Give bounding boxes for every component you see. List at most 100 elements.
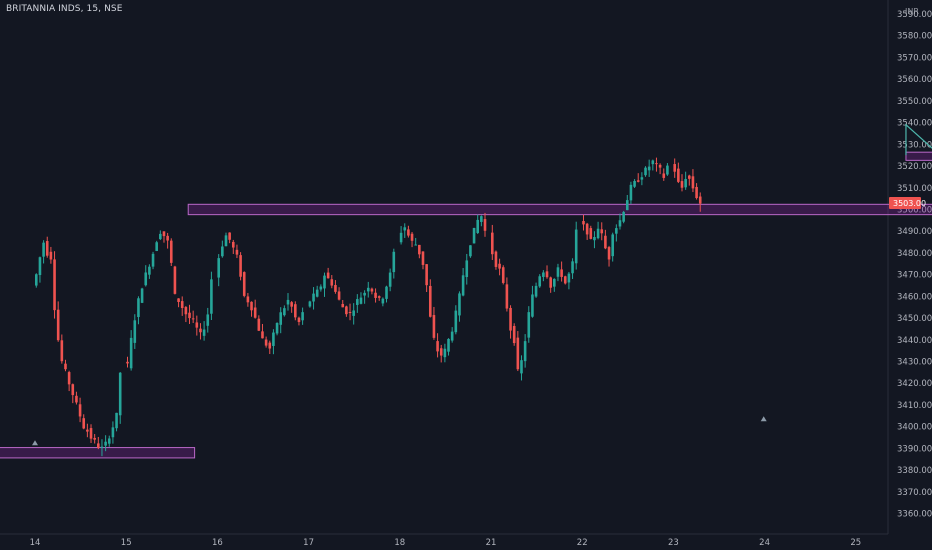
candle-body [312, 293, 315, 302]
candle-body [465, 260, 469, 278]
candle-body [399, 232, 403, 243]
candle-body [268, 342, 272, 349]
y-tick-label: 3410.00 [897, 401, 932, 411]
candle-body [184, 307, 188, 315]
candle-body [677, 168, 680, 182]
candle-body [625, 200, 629, 211]
candle-body [377, 296, 381, 298]
candle-body [334, 285, 337, 292]
candle-body [111, 427, 115, 438]
x-tick-label: 24 [759, 538, 770, 548]
candle-body [450, 331, 454, 341]
y-tick-label: 3370.00 [897, 488, 932, 498]
candle-body [297, 317, 301, 322]
candle-body [596, 228, 600, 239]
candle-body [407, 229, 410, 236]
candle-body [414, 244, 417, 246]
candle-body [593, 236, 596, 241]
y-tick-label: 3530.00 [897, 140, 932, 150]
candle-body [658, 164, 662, 168]
candle-body [308, 301, 312, 307]
candle-body [242, 272, 246, 296]
candle-body [494, 251, 498, 267]
candle-body [359, 297, 363, 304]
candle-body [363, 292, 366, 296]
candle-body [636, 180, 640, 182]
candle-body [651, 160, 655, 165]
candle-body [100, 446, 104, 448]
candle-body [472, 227, 476, 244]
candle-body [549, 277, 552, 288]
candle-body [315, 289, 319, 297]
candle-body [148, 266, 151, 275]
currency-label: INR [905, 7, 919, 16]
candle-body [691, 176, 695, 189]
candle-body [680, 181, 684, 188]
candle-body [250, 301, 253, 311]
candle-body [217, 258, 220, 278]
y-tick-label: 3500.00 [897, 205, 932, 215]
candle-body [615, 228, 618, 234]
candle-body [86, 429, 89, 432]
candle-body [600, 229, 604, 234]
candle-body [115, 412, 118, 429]
candle-body [538, 276, 542, 287]
y-tick-label: 3460.00 [897, 292, 932, 302]
candle-body [275, 322, 279, 334]
candle-body [294, 304, 297, 318]
candle-body [560, 269, 563, 277]
candle-body [107, 438, 111, 444]
y-tick-label: 3520.00 [897, 162, 932, 172]
candle-body [89, 428, 93, 439]
candle-body [319, 286, 323, 290]
candle-body [224, 235, 228, 247]
x-tick-label: 23 [668, 538, 679, 548]
candle-body [480, 216, 483, 222]
candle-body [42, 242, 45, 257]
candle-body [104, 441, 107, 446]
candle-body [38, 257, 42, 276]
y-tick-label: 3420.00 [897, 379, 932, 389]
candle-body [469, 245, 472, 257]
candle-body [323, 275, 326, 289]
y-tick-label: 3550.00 [897, 97, 932, 107]
candle-body [410, 233, 414, 241]
x-tick-label: 25 [850, 538, 861, 548]
y-tick-label: 3480.00 [897, 249, 932, 259]
candle-body [348, 312, 352, 314]
candle-body [618, 220, 622, 227]
candle-body [180, 301, 184, 309]
last-price-label: 3503.00 [893, 199, 926, 208]
candle-body [253, 307, 257, 318]
candle-body [195, 322, 199, 328]
candle-body [483, 219, 487, 231]
candle-body [155, 242, 158, 252]
y-tick-label: 3540.00 [897, 119, 932, 129]
candle-body [443, 348, 447, 358]
candle-body [279, 312, 283, 325]
candle-body [647, 166, 651, 171]
candle-body [159, 233, 162, 240]
candle-body [545, 271, 549, 278]
x-tick-label: 17 [303, 538, 314, 548]
candle-body [695, 186, 698, 199]
projection-path [905, 123, 932, 156]
candle-body [272, 332, 275, 346]
chart-title: BRITANNIA INDS, 15, NSE [6, 4, 123, 14]
candle-body [655, 163, 658, 165]
y-tick-label: 3570.00 [897, 53, 932, 63]
candle-body [385, 286, 388, 299]
candle-body [428, 285, 432, 317]
candle-body [326, 272, 330, 279]
candle-body [454, 310, 458, 333]
candle-body [611, 234, 614, 257]
candle-body [673, 164, 676, 172]
candle-body [447, 338, 450, 352]
candle-body [574, 229, 578, 264]
candle-body [684, 178, 687, 188]
candle-body [166, 235, 169, 241]
candle-body [173, 266, 177, 294]
candle-body [82, 418, 86, 429]
candle-body [210, 279, 213, 314]
